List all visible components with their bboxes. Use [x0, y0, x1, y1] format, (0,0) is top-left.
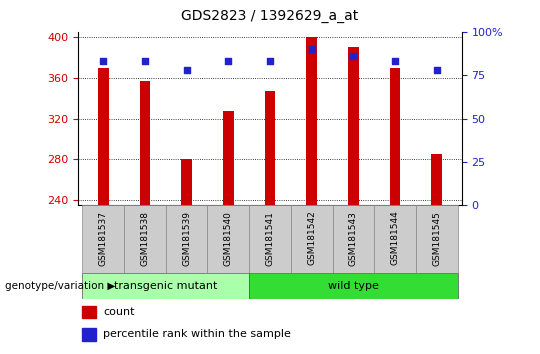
Bar	[249, 205, 291, 273]
Bar	[348, 47, 359, 205]
Text: transgenic mutant: transgenic mutant	[114, 281, 218, 291]
Bar	[333, 205, 374, 273]
Bar	[207, 205, 249, 273]
Text: GSM181544: GSM181544	[390, 211, 400, 266]
Point	[307, 46, 316, 52]
Text: count: count	[103, 307, 134, 317]
Text: wild type: wild type	[328, 281, 379, 291]
Bar	[124, 205, 166, 273]
Text: GSM181541: GSM181541	[266, 211, 274, 266]
Bar	[83, 205, 124, 273]
Point	[349, 53, 357, 59]
Bar	[181, 159, 192, 205]
Text: GSM181538: GSM181538	[140, 211, 150, 266]
Bar	[374, 205, 416, 273]
Text: GSM181542: GSM181542	[307, 211, 316, 266]
Bar	[291, 205, 333, 273]
Point	[183, 67, 191, 73]
Bar	[98, 68, 109, 205]
Text: GSM181537: GSM181537	[99, 211, 108, 266]
Point	[266, 58, 274, 64]
Text: GDS2823 / 1392629_a_at: GDS2823 / 1392629_a_at	[181, 9, 359, 23]
Bar	[223, 112, 233, 205]
Bar	[249, 273, 457, 299]
Text: GSM181545: GSM181545	[432, 211, 441, 266]
Point	[433, 67, 441, 73]
Bar	[166, 205, 207, 273]
Bar	[140, 81, 150, 205]
Bar	[82, 328, 96, 341]
Bar	[431, 154, 442, 205]
Bar	[390, 68, 400, 205]
Bar	[265, 91, 275, 205]
Bar	[82, 306, 96, 319]
Bar	[416, 205, 457, 273]
Bar	[83, 273, 249, 299]
Text: GSM181539: GSM181539	[182, 211, 191, 266]
Point	[224, 58, 233, 64]
Text: GSM181543: GSM181543	[349, 211, 358, 266]
Bar	[307, 37, 317, 205]
Point	[99, 58, 107, 64]
Text: genotype/variation ▶: genotype/variation ▶	[5, 281, 116, 291]
Text: GSM181540: GSM181540	[224, 211, 233, 266]
Point	[140, 58, 149, 64]
Text: percentile rank within the sample: percentile rank within the sample	[103, 329, 291, 339]
Point	[391, 58, 400, 64]
